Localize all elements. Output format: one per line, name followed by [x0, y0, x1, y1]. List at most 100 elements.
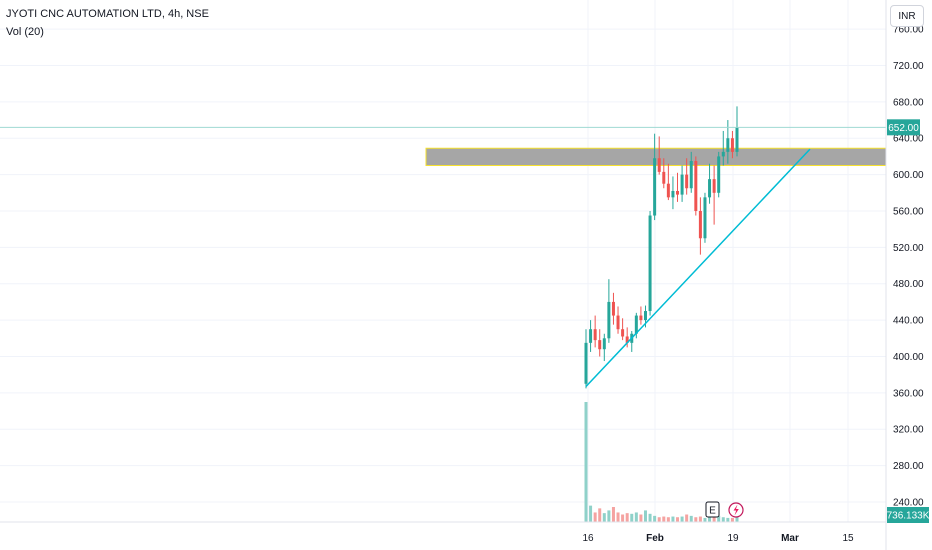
volume-bar	[607, 510, 611, 522]
candle-body	[694, 160, 698, 211]
candle-body	[703, 197, 707, 239]
y-tick-label: 520.00	[893, 243, 924, 254]
y-tick-label: 440.00	[893, 316, 924, 327]
volume-indicator-label[interactable]: Vol (20)	[6, 26, 44, 38]
volume-bar	[689, 515, 693, 522]
x-tick-label: 15	[842, 533, 854, 544]
candle-body	[593, 329, 597, 341]
y-tick-label: 760.00	[893, 25, 924, 36]
volume-bar	[676, 517, 680, 522]
volume-bar	[694, 517, 698, 522]
volume-bar	[611, 507, 615, 522]
candle-body	[621, 329, 625, 337]
candle-body	[689, 160, 693, 189]
volume-bar	[685, 514, 689, 522]
volume-bar	[657, 517, 661, 522]
volume-bar	[708, 517, 712, 522]
candle-body	[726, 138, 730, 152]
candle-body	[730, 138, 734, 152]
volume-bar	[717, 515, 721, 522]
candle-body	[676, 190, 680, 195]
candle-body	[643, 311, 647, 321]
candle-body	[602, 338, 606, 350]
trendline-support	[585, 148, 811, 388]
volume-bar	[726, 517, 730, 522]
y-tick-label: 280.00	[893, 461, 924, 472]
volume-bar	[666, 517, 670, 522]
last-price-label: 652.00	[888, 123, 919, 134]
candle-body	[735, 127, 739, 152]
candle-body	[712, 179, 716, 193]
volume-bar	[662, 516, 666, 522]
volume-bar	[653, 515, 657, 522]
candle-body	[662, 171, 666, 184]
trendline[interactable]	[585, 148, 811, 388]
candle-body	[648, 215, 652, 312]
y-tick-label: 360.00	[893, 388, 924, 399]
candle-body	[708, 179, 712, 198]
candle-body	[698, 210, 702, 239]
chart-title: JYOTI CNC AUTOMATION LTD, 4h, NSE	[6, 8, 209, 20]
volume-bar	[730, 517, 734, 522]
x-tick-label: Feb	[646, 533, 664, 544]
candlestick-series	[584, 106, 739, 389]
volume-bar	[712, 516, 716, 522]
candle-body	[685, 174, 689, 189]
y-tick-label: 680.00	[893, 97, 924, 108]
last-volume-badge	[887, 507, 929, 523]
last-volume-label: 736.133K	[887, 511, 930, 522]
candle-body	[611, 301, 615, 316]
y-tick-label: 720.00	[893, 61, 924, 72]
candle-body	[616, 315, 620, 330]
y-tick-label: 600.00	[893, 170, 924, 181]
volume-bar	[584, 402, 588, 522]
volume-bar	[639, 514, 643, 522]
volume-bar	[721, 517, 725, 522]
y-tick-label: 240.00	[893, 497, 924, 508]
x-tick-label: 16	[582, 533, 594, 544]
time-axis[interactable]: 16 Feb 19 Mar 15	[0, 521, 886, 544]
volume-bar	[703, 517, 707, 522]
volume-bar	[630, 513, 634, 522]
candle-body	[607, 301, 611, 339]
x-tick-label: Mar	[781, 533, 799, 544]
last-price-badge	[887, 119, 920, 136]
candle-body	[666, 183, 670, 198]
y-tick-label: 640.00	[893, 134, 924, 145]
volume-bar	[593, 512, 597, 522]
candle-body	[598, 340, 602, 350]
volume-bar	[598, 508, 602, 522]
y-tick-label: 480.00	[893, 279, 924, 290]
volume-bars	[584, 402, 739, 522]
candle-body	[671, 190, 675, 198]
volume-bar	[680, 516, 684, 522]
volume-bar	[616, 512, 620, 522]
volume-bar	[648, 513, 652, 522]
volume-bar	[589, 505, 593, 522]
chart-grid	[0, 0, 886, 522]
price-axis[interactable]: 760.00 720.00 680.00 640.00 600.00 560.00 520.…	[885, 0, 930, 550]
candle-body	[721, 151, 725, 157]
candle-body	[680, 174, 684, 195]
candle-body	[653, 158, 657, 216]
volume-bar	[735, 516, 739, 522]
volume-bar	[625, 513, 629, 522]
candle-body	[589, 329, 593, 343]
volume-bar	[602, 513, 606, 522]
earnings-marker	[705, 501, 720, 518]
volume-bar	[621, 514, 625, 522]
y-tick-label: 560.00	[893, 206, 924, 217]
currency-selector[interactable]: INR	[890, 5, 924, 27]
event-markers[interactable]: E	[705, 501, 744, 518]
volume-bar	[671, 516, 675, 522]
x-tick-label: 19	[727, 533, 739, 544]
candle-body	[634, 315, 638, 334]
earnings-marker-label: E	[709, 506, 716, 517]
candle-body	[584, 342, 588, 384]
volume-bar	[634, 512, 638, 522]
y-tick-label: 400.00	[893, 352, 924, 363]
flash-icon-bolt	[733, 504, 739, 516]
candle-body	[639, 315, 643, 321]
candle-body	[717, 156, 721, 193]
